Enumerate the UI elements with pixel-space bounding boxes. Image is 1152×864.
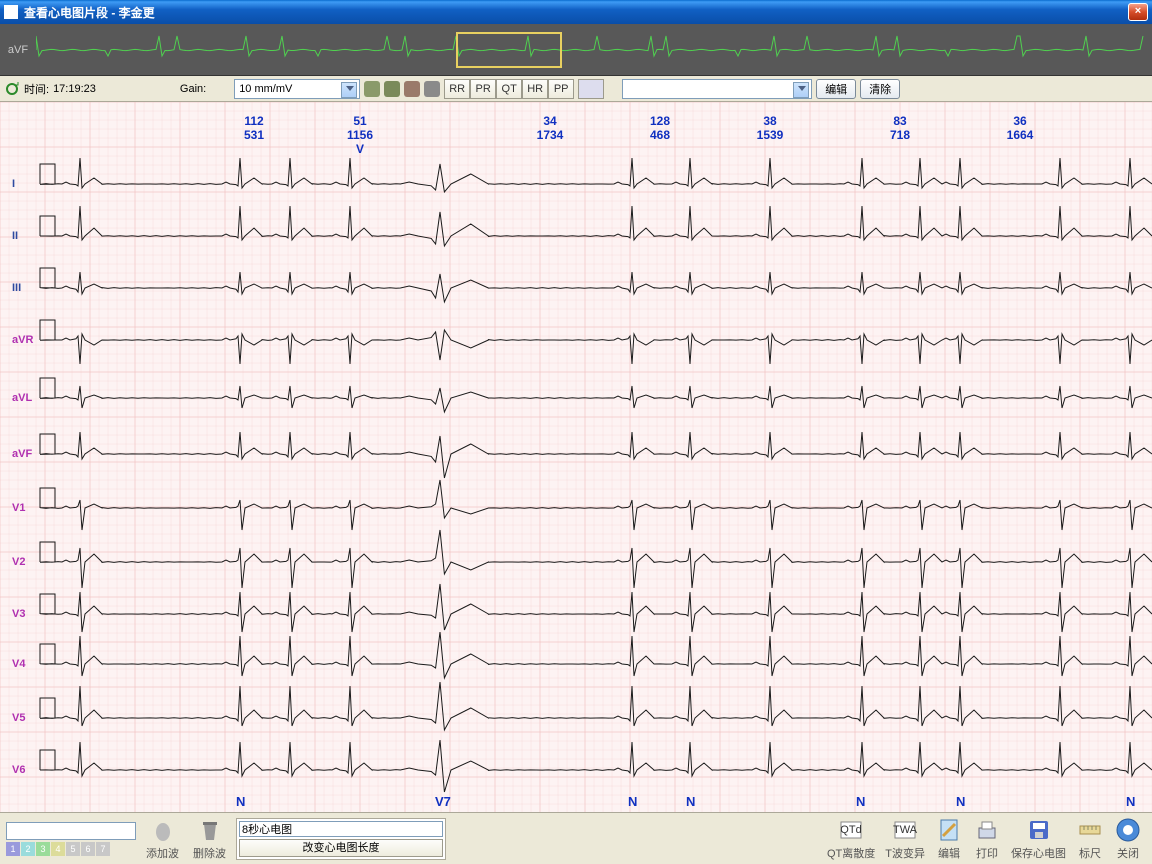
- jelly-olive-icon[interactable]: [384, 81, 400, 97]
- interval-rr-button[interactable]: RR: [444, 79, 470, 99]
- qtd-icon: QTd: [837, 816, 865, 844]
- titlebar: 查看心电图片段 - 李金更 ×: [0, 0, 1152, 24]
- close-icon: [1114, 816, 1142, 844]
- qtd-button[interactable]: QTdQT离散度: [823, 816, 879, 861]
- interval-pr-button[interactable]: PR: [470, 79, 496, 99]
- channel-box-6[interactable]: 6: [81, 842, 95, 856]
- lead-label-aVF: aVF: [12, 448, 32, 460]
- close-button[interactable]: 关闭: [1110, 816, 1146, 861]
- beat-marker: N: [1126, 794, 1135, 809]
- gain-label: Gain:: [180, 83, 206, 95]
- trash-icon: [196, 816, 224, 844]
- beat-marker: N: [856, 794, 865, 809]
- beat-annotation: 361664: [990, 114, 1050, 142]
- save-icon: [1025, 816, 1053, 844]
- gain-combo[interactable]: 10 mm/mV: [234, 79, 360, 99]
- lead-label-V3: V3: [12, 608, 25, 620]
- beat-annotation: 128468: [630, 114, 690, 142]
- duration-box: 改变心电图长度: [236, 818, 446, 860]
- interval-qt-button[interactable]: QT: [496, 79, 522, 99]
- edit-button[interactable]: 编辑: [931, 816, 967, 861]
- overview-selection-box[interactable]: [456, 32, 562, 68]
- time-value: 17:19:23: [53, 83, 96, 95]
- close-icon[interactable]: ×: [1128, 3, 1148, 21]
- channel-box-3[interactable]: 3: [36, 842, 50, 856]
- overview-strip[interactable]: aVF: [0, 24, 1152, 76]
- foot-icon: [149, 816, 177, 844]
- edit-button[interactable]: 编辑: [816, 79, 856, 99]
- lead-label-V4: V4: [12, 658, 25, 670]
- duration-input[interactable]: [239, 821, 443, 837]
- lead-label-aVR: aVR: [12, 334, 33, 346]
- lead-label-V2: V2: [12, 556, 25, 568]
- lead-label-aVL: aVL: [12, 392, 32, 404]
- beat-annotation: 341734: [520, 114, 580, 142]
- save-button[interactable]: 保存心电图: [1007, 816, 1070, 861]
- overview-lead-label: aVF: [0, 44, 36, 56]
- add-wave-button[interactable]: 添加波: [142, 816, 183, 861]
- annotation-combo[interactable]: [622, 79, 812, 99]
- lead-label-I: I: [12, 178, 15, 190]
- jelly-green-icon[interactable]: [364, 81, 380, 97]
- twa-icon: TWA: [891, 816, 919, 844]
- lead-label-III: III: [12, 282, 21, 294]
- channel-box-4[interactable]: 4: [51, 842, 65, 856]
- channel-box-1[interactable]: 1: [6, 842, 20, 856]
- channel-box-2[interactable]: 2: [21, 842, 35, 856]
- refresh-icon[interactable]: [4, 81, 20, 97]
- time-label: 时间:: [24, 81, 49, 97]
- window-title: 查看心电图片段 - 李金更: [24, 4, 1128, 21]
- beat-marker: N: [628, 794, 637, 809]
- ruler-icon: [1076, 816, 1104, 844]
- delete-wave-button[interactable]: 删除波: [189, 816, 230, 861]
- jelly-gray-icon[interactable]: [424, 81, 440, 97]
- ecg-traces: [0, 102, 1152, 812]
- lead-label-V5: V5: [12, 712, 25, 724]
- twa-button[interactable]: TWAT波变异: [881, 816, 929, 861]
- channel-box-5[interactable]: 5: [66, 842, 80, 856]
- svg-text:QTd: QTd: [840, 824, 861, 836]
- ruler-button[interactable]: 标尺: [1072, 816, 1108, 861]
- bottom-toolbar: 1234567 添加波 删除波 改变心电图长度 QTdQT离散度TWAT波变异编…: [0, 812, 1152, 864]
- beat-annotation: 83718: [870, 114, 930, 142]
- print-icon: [973, 816, 1001, 844]
- channel-box-7[interactable]: 7: [96, 842, 110, 856]
- beat-annotation: 112531: [224, 114, 284, 142]
- beat-annotation: 381539: [740, 114, 800, 142]
- window-icon: [4, 5, 18, 19]
- clear-button[interactable]: 清除: [860, 79, 900, 99]
- interval-pp-button[interactable]: PP: [548, 79, 574, 99]
- bottom-text-input[interactable]: [6, 822, 136, 840]
- toolbar: 时间: 17:19:23 Gain: 10 mm/mV RRPRQTHRPP 编…: [0, 76, 1152, 102]
- beat-marker: N: [686, 794, 695, 809]
- beat-marker: V7: [435, 794, 451, 809]
- beat-marker: N: [236, 794, 245, 809]
- jelly-brown-icon[interactable]: [404, 81, 420, 97]
- beat-marker: N: [956, 794, 965, 809]
- lead-label-II: II: [12, 230, 18, 242]
- lead-label-V6: V6: [12, 764, 25, 776]
- blank-button[interactable]: [578, 79, 604, 99]
- change-duration-button[interactable]: 改变心电图长度: [239, 839, 443, 857]
- interval-hr-button[interactable]: HR: [522, 79, 548, 99]
- edit-icon: [935, 816, 963, 844]
- print-button[interactable]: 打印: [969, 816, 1005, 861]
- beat-annotation: 511156V: [330, 114, 390, 156]
- channel-boxes: 1234567: [6, 842, 136, 856]
- svg-text:TWA: TWA: [893, 824, 918, 836]
- overview-trace: [36, 30, 1152, 70]
- lead-label-V1: V1: [12, 502, 25, 514]
- ecg-canvas[interactable]: IIIIIIaVRaVLaVFV1V2V3V4V5V6 112531511156…: [0, 102, 1152, 812]
